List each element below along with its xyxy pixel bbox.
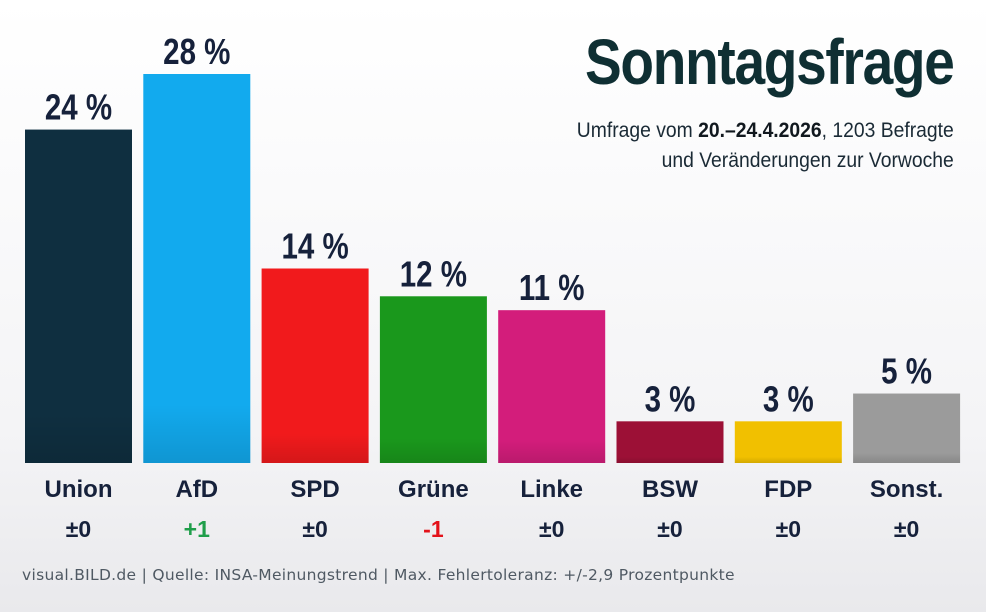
change-label-bsw: ±0 (657, 516, 682, 542)
value-label-union: 24 % (45, 87, 112, 127)
change-label-gruene: -1 (423, 516, 444, 542)
subtitle-prefix: Umfrage vom (577, 119, 699, 142)
subtitle-line-2: und Veränderungen zur Vorwoche (661, 149, 954, 172)
subtitle-suffix: , 1203 Befragte (821, 119, 954, 142)
party-label-bsw: BSW (642, 476, 698, 503)
labels-layer: 24 % Union ±0 28 % AfD +1 14 % SPD ±0 12 % Grüne -1… (45, 31, 944, 542)
value-label-gruene: 12 % (400, 253, 467, 293)
bar-shade-bsw (616, 421, 724, 463)
bar-shade-gruene (379, 296, 487, 463)
bars-layer (25, 74, 961, 464)
party-label-linke: Linke (520, 476, 583, 503)
value-label-linke: 11 % (519, 267, 585, 307)
change-label-fdp: ±0 (776, 516, 801, 542)
value-label-bsw: 3 % (645, 379, 696, 419)
bar-shade-fdp (734, 421, 842, 463)
chart-subtitle: Umfrage vom 20.–24.4.2026, 1203 Befragte… (577, 116, 954, 176)
bar-shade-sonst (853, 393, 961, 463)
value-label-spd: 14 % (281, 226, 348, 266)
party-label-spd: SPD (290, 476, 339, 503)
change-label-afd: +1 (184, 516, 210, 542)
party-label-union: Union (45, 476, 113, 503)
bar-shade-spd (261, 268, 369, 463)
change-label-spd: ±0 (302, 516, 327, 542)
bar-shade-union (25, 129, 132, 464)
party-label-gruene: Grüne (398, 476, 469, 503)
bar-shade-linke (498, 310, 606, 463)
value-label-afd: 28 % (163, 31, 230, 71)
bar-shade-afd (143, 74, 251, 463)
change-label-linke: ±0 (539, 516, 564, 542)
party-label-afd: AfD (175, 476, 218, 503)
value-label-fdp: 3 % (763, 379, 814, 419)
change-label-union: ±0 (66, 516, 91, 542)
source-footer: visual.BILD.de | Quelle: INSA-Meinungstr… (22, 566, 735, 584)
subtitle-date: 20.–24.4.2026 (698, 119, 822, 142)
change-label-sonst: ±0 (894, 516, 919, 542)
subtitle-line-1: Umfrage vom 20.–24.4.2026, 1203 Befragte (577, 116, 954, 146)
chart-title: Sonntagsfrage (585, 26, 955, 98)
value-label-sonst: 5 % (881, 351, 932, 391)
party-label-sonst: Sonst. (870, 476, 943, 503)
party-label-fdp: FDP (764, 476, 812, 503)
